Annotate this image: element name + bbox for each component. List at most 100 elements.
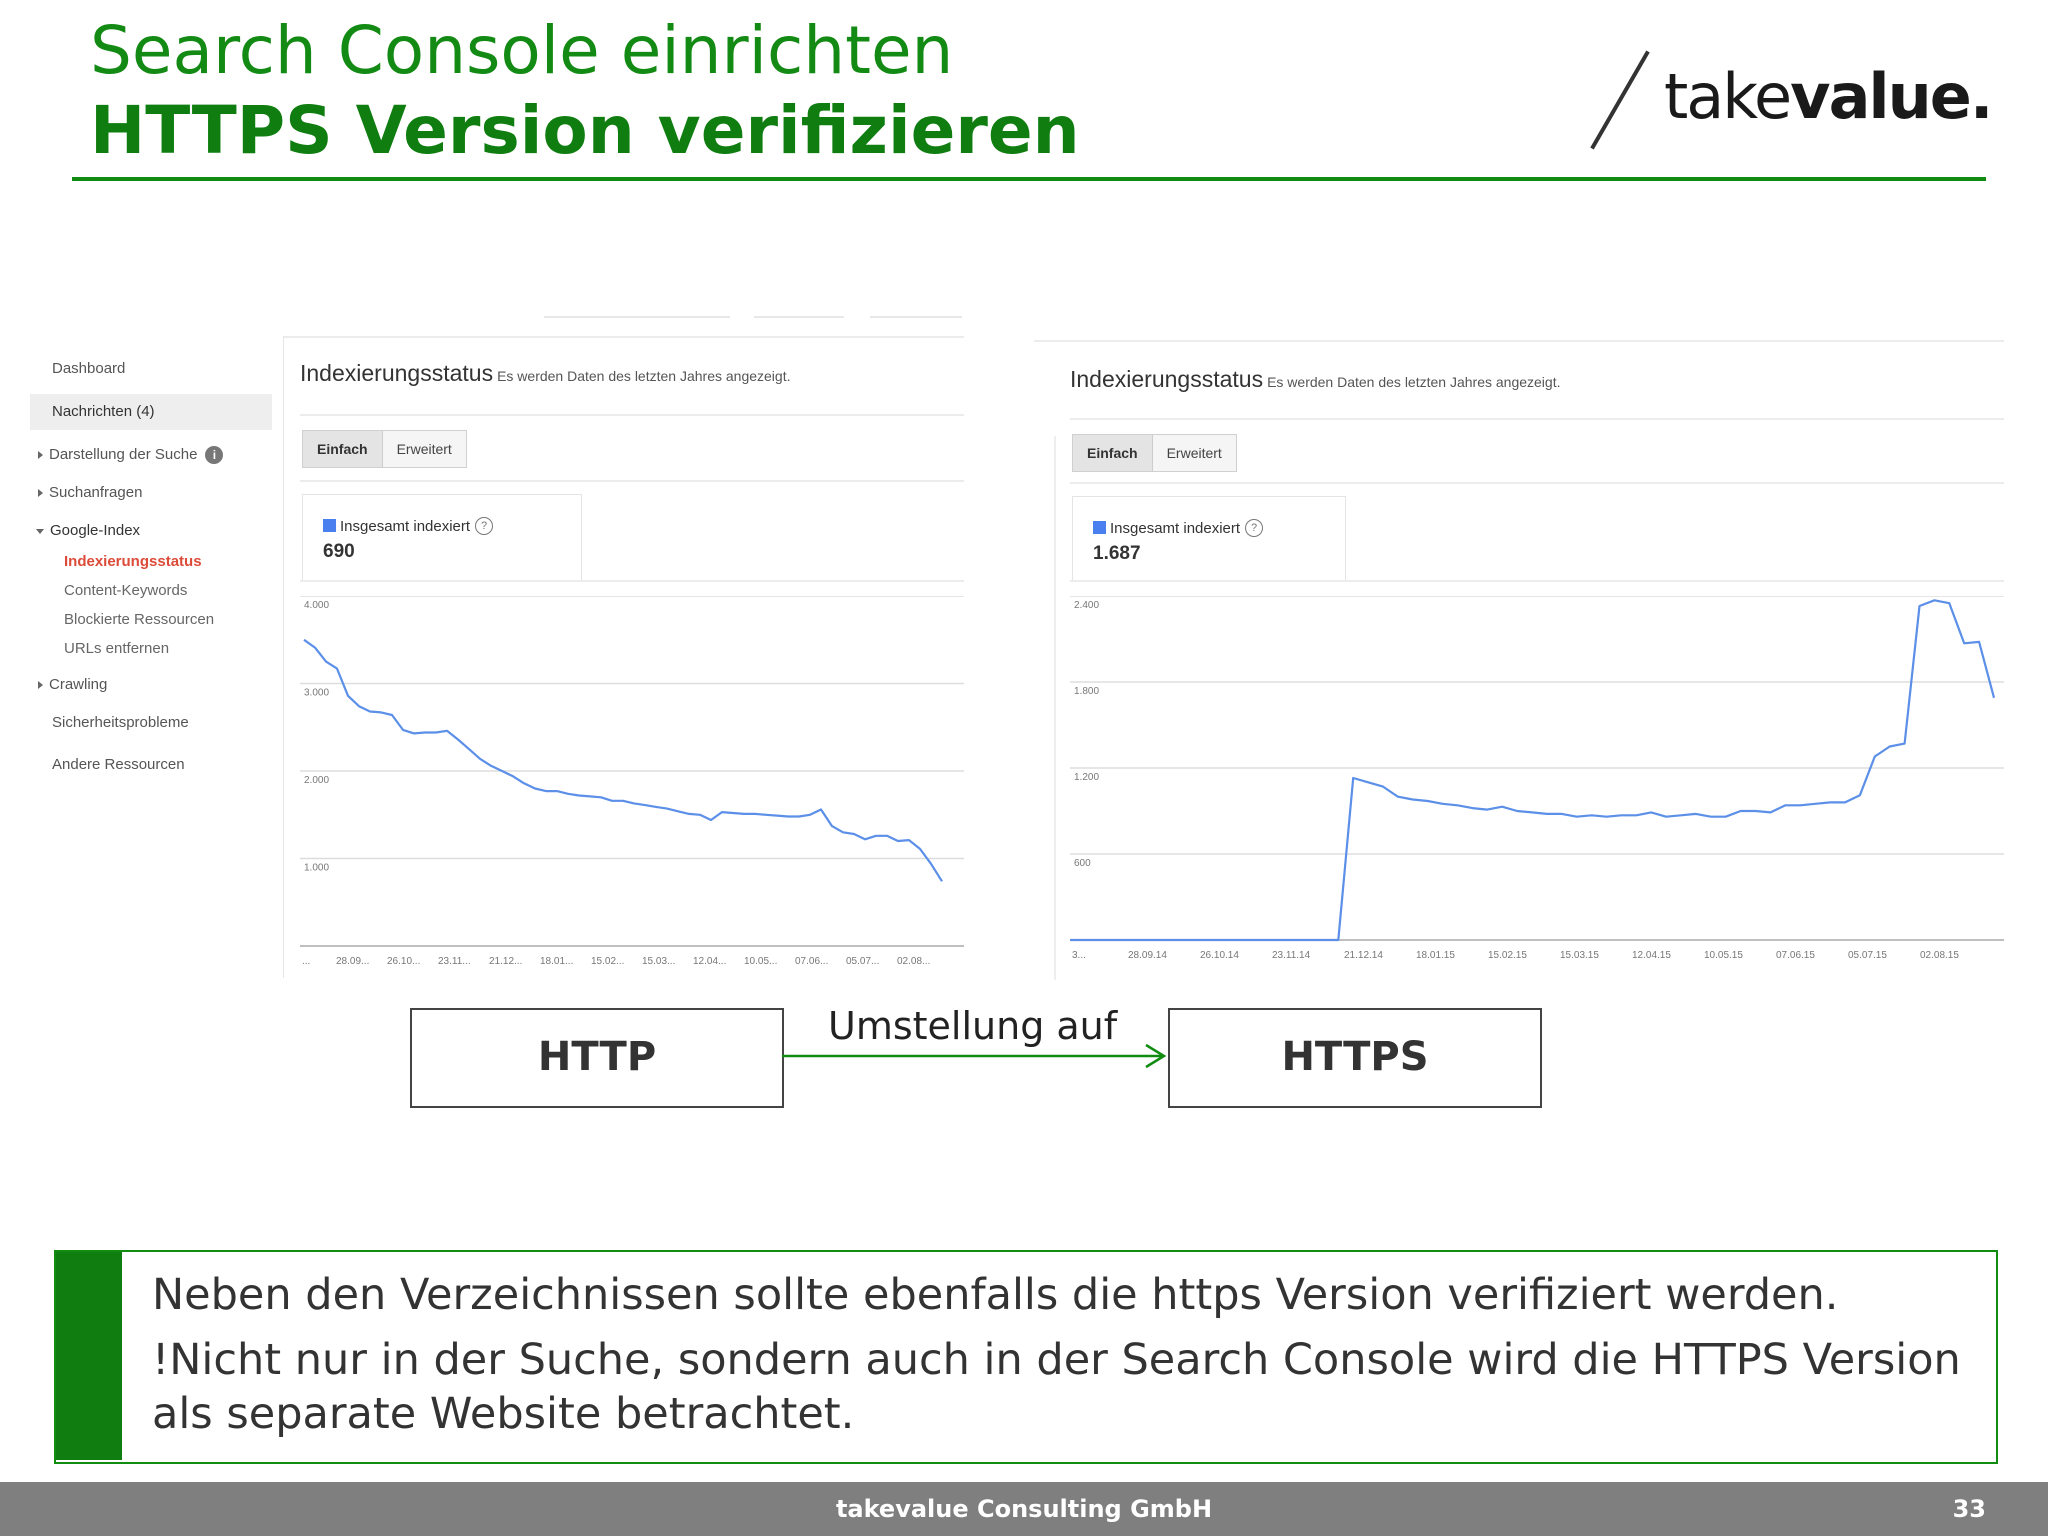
sidebar-item-search-appearance[interactable]: Darstellung der Suche i xyxy=(38,446,224,465)
series-line xyxy=(303,638,943,882)
series-swatch xyxy=(1093,521,1106,534)
metric-card[interactable]: Insgesamt indexiert? 690 xyxy=(302,494,582,581)
panel-rule xyxy=(1070,482,2004,484)
panel-left-border xyxy=(1054,436,1056,980)
https-index-panel: Indexierungsstatus Es werden Daten des le… xyxy=(1034,340,2004,980)
http-box: HTTP xyxy=(410,1008,784,1108)
x-tick-label: 15.03.15 xyxy=(1560,950,1599,961)
x-tick-label: 23.11.14 xyxy=(1272,950,1311,961)
help-icon[interactable]: ? xyxy=(475,517,494,535)
sidebar-item-label: Google-Index xyxy=(50,522,141,539)
x-tick-label: 23.11... xyxy=(438,956,471,967)
x-tick-label: 07.06.15 xyxy=(1776,950,1815,961)
header-divider xyxy=(72,177,1986,181)
sidebar-item-other-resources[interactable]: Andere Ressourcen xyxy=(52,756,185,773)
metric-value: 690 xyxy=(323,541,355,562)
footer-company: takevalue Consulting GmbH xyxy=(835,1495,1213,1523)
y-tick-label: 4.000 xyxy=(304,600,329,611)
panel-rule xyxy=(300,480,964,482)
sidebar-subitem-remove-urls[interactable]: URLs entfernen xyxy=(64,640,170,657)
y-tick-label: 2.000 xyxy=(304,775,329,786)
panel-top-rule xyxy=(1034,340,2004,342)
sidebar-item-google-index[interactable]: Google-Index xyxy=(36,522,140,539)
sidebar-subitem-index-status[interactable]: Indexierungsstatus xyxy=(64,553,202,570)
sidebar-item-messages-bg xyxy=(30,394,272,430)
x-tick-label: 10.05... xyxy=(744,956,777,967)
sidebar-item-label: Suchanfragen xyxy=(49,484,143,501)
metric-value: 1.687 xyxy=(1093,543,1141,564)
top-tab-line xyxy=(544,316,730,318)
sidebar-item-search-queries[interactable]: Suchanfragen xyxy=(38,484,142,501)
x-tick-label: 28.09... xyxy=(336,956,369,967)
metric-label: Insgesamt indexiert? xyxy=(323,517,494,535)
x-tick-label: 26.10... xyxy=(387,956,420,967)
x-tick-label: 15.02.15 xyxy=(1488,950,1527,961)
sidebar-item-label: Crawling xyxy=(49,676,108,693)
x-tick-label: 12.04.15 xyxy=(1632,950,1671,961)
x-tick-label: 26.10.14 xyxy=(1200,950,1239,961)
footer-bar xyxy=(0,1482,2048,1536)
tab-simple[interactable]: Einfach xyxy=(303,431,383,467)
expand-triangle-icon xyxy=(38,451,43,460)
note-box xyxy=(54,1250,1998,1464)
x-tick-label: 10.05.15 xyxy=(1704,950,1743,961)
y-tick-label: 3.000 xyxy=(304,688,329,699)
expand-triangle-icon xyxy=(38,681,43,690)
metric-card[interactable]: Insgesamt indexiert? 1.687 xyxy=(1072,496,1346,581)
panel-title: Indexierungsstatus Es werden Daten des le… xyxy=(1070,366,1560,393)
sidebar-subitem-blocked-resources[interactable]: Blockierte Ressourcen xyxy=(64,611,215,628)
x-tick-label: 12.04... xyxy=(693,956,726,967)
slide-title: Search Console einrichten xyxy=(90,12,954,89)
sidebar-subitem-content-keywords[interactable]: Content-Keywords xyxy=(64,582,188,599)
sidebar-item-crawling[interactable]: Crawling xyxy=(38,676,107,693)
x-tick-label: 05.07.15 xyxy=(1848,950,1887,961)
metric-label: Insgesamt indexiert? xyxy=(1093,519,1264,537)
x-tick-label: ... xyxy=(302,956,310,967)
view-toggle: Einfach Erweitert xyxy=(1072,434,1237,472)
x-tick-label: 15.02... xyxy=(591,956,624,967)
x-tick-label: 02.08.15 xyxy=(1920,950,1959,961)
slide-subtitle: HTTPS Version verifizieren xyxy=(90,92,1080,169)
panel-title-text: Indexierungsstatus xyxy=(300,360,494,386)
https-box: HTTPS xyxy=(1168,1008,1542,1108)
sidebar-item-messages[interactable]: Nachrichten (4) xyxy=(52,403,155,420)
sidebar-item-dashboard[interactable]: Dashboard xyxy=(52,360,126,377)
sidebar-item-security-issues[interactable]: Sicherheitsprobleme xyxy=(52,714,189,731)
note-line-2: !Nicht nur in der Suche, sondern auch in… xyxy=(152,1335,1961,1385)
note-line-3: als separate Website betrachtet. xyxy=(152,1389,855,1439)
x-tick-label: 05.07... xyxy=(846,956,879,967)
x-tick-label: 18.01... xyxy=(540,956,573,967)
https-index-chart: 2.400 1.800 1.200 600 3... 28.09.14 26.10.14 23… xyxy=(1070,596,2004,961)
logo-slash xyxy=(1590,50,1650,150)
tab-advanced[interactable]: Erweitert xyxy=(1152,435,1236,471)
y-tick-label: 600 xyxy=(1074,858,1091,869)
tab-advanced[interactable]: Erweitert xyxy=(382,431,466,467)
panel-rule xyxy=(300,414,964,416)
note-accent-bar xyxy=(56,1252,122,1460)
arrow-label: Umstellung auf xyxy=(828,1004,1118,1048)
x-tick-label: 07.06... xyxy=(795,956,828,967)
switch-arrow xyxy=(782,1043,1167,1069)
top-tab-line xyxy=(870,316,962,318)
y-tick-label: 1.200 xyxy=(1074,772,1099,783)
logo-part-value: value. xyxy=(1790,60,1993,133)
panel-subtitle: Es werden Daten des letzten Jahres angez… xyxy=(497,368,791,384)
x-tick-label: 28.09.14 xyxy=(1128,950,1167,961)
metric-label-text: Insgesamt indexiert xyxy=(340,518,471,535)
expand-triangle-icon xyxy=(38,489,43,498)
help-icon[interactable]: ? xyxy=(1245,519,1264,537)
http-index-panel: Indexierungsstatus Es werden Daten des le… xyxy=(284,336,964,978)
panel-rule xyxy=(1070,418,2004,420)
info-icon[interactable]: i xyxy=(205,446,224,465)
x-tick-label: 21.12... xyxy=(489,956,522,967)
view-toggle: Einfach Erweitert xyxy=(302,430,467,468)
http-index-chart: 4.000 3.000 2.000 1.000... 28.09... 26.10... 2… xyxy=(300,596,964,967)
panel-subtitle: Es werden Daten des letzten Jahres angez… xyxy=(1267,374,1561,390)
note-line-1: Neben den Verzeichnissen sollte ebenfall… xyxy=(152,1270,1839,1320)
tab-simple[interactable]: Einfach xyxy=(1073,435,1153,471)
x-tick-label: 02.08... xyxy=(897,956,930,967)
metric-label-text: Insgesamt indexiert xyxy=(1110,520,1241,537)
series-line xyxy=(1070,599,1996,942)
page-number: 33 xyxy=(1952,1495,1986,1523)
y-tick-label: 2.400 xyxy=(1074,600,1099,611)
